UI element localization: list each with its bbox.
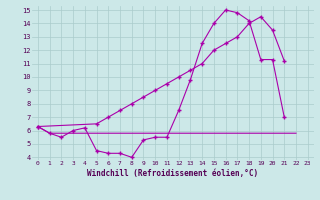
X-axis label: Windchill (Refroidissement éolien,°C): Windchill (Refroidissement éolien,°C) xyxy=(87,169,258,178)
